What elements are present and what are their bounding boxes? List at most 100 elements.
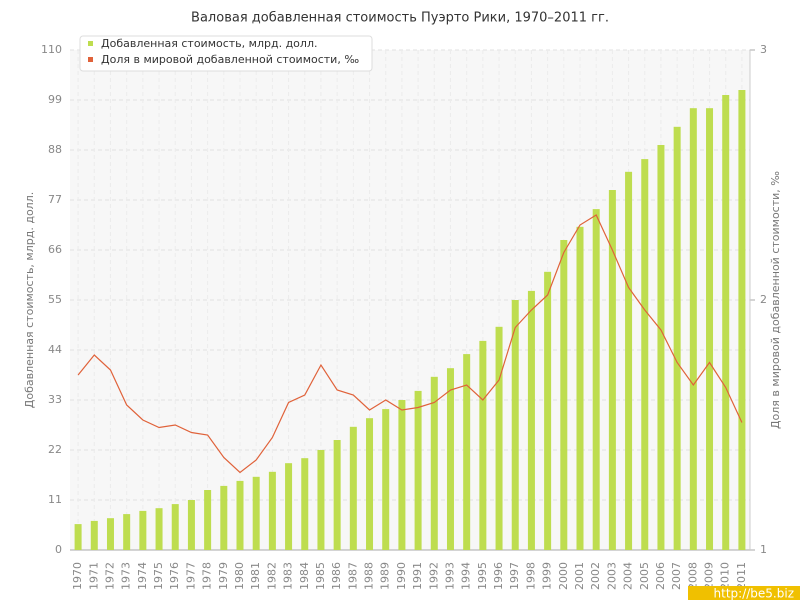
x-tick-label: 1993 <box>443 562 456 590</box>
watermark: http://be5.biz <box>714 587 794 600</box>
bar <box>366 418 374 550</box>
bar <box>285 463 293 550</box>
x-tick-label: 2009 <box>703 562 716 590</box>
x-tick-label: 1976 <box>168 562 181 590</box>
bar <box>641 159 649 550</box>
bar <box>220 485 228 550</box>
bar <box>106 518 114 550</box>
bar <box>349 426 357 550</box>
x-tick-label: 2000 <box>557 562 570 590</box>
y-tick-label: 44 <box>48 343 62 356</box>
bar <box>657 145 665 550</box>
chart-title: Валовая добавленная стоимость Пуэрто Рик… <box>191 11 609 26</box>
bar <box>592 209 600 550</box>
x-tick-label: 1978 <box>201 562 214 590</box>
x-tick-label: 1974 <box>136 562 149 590</box>
bar <box>398 400 406 550</box>
bar <box>74 524 82 550</box>
bar <box>268 471 276 550</box>
x-tick-label: 1995 <box>476 562 489 590</box>
x-tick-label: 1984 <box>298 562 311 590</box>
x-tick-label: 1992 <box>427 562 440 590</box>
x-tick-label: 1971 <box>87 562 100 590</box>
legend-label: Доля в мировой добавленной стоимости, ‰ <box>101 53 359 66</box>
x-tick-label: 2006 <box>654 562 667 590</box>
x-tick-label: 1973 <box>120 562 133 590</box>
x-tick-label: 1996 <box>492 562 505 590</box>
x-tick-label: 1991 <box>411 562 424 590</box>
x-tick-label: 2008 <box>686 562 699 590</box>
marks <box>74 90 746 551</box>
legend-swatch <box>88 41 93 46</box>
legend-label: Добавленная стоимость, млрд. долл. <box>101 37 317 50</box>
bar <box>414 390 422 550</box>
y-tick-label: 22 <box>48 443 62 456</box>
bar <box>301 458 309 550</box>
bar <box>706 108 714 550</box>
bar <box>123 514 131 550</box>
bar <box>333 440 341 550</box>
y2-tick-label: 3 <box>760 43 767 56</box>
bar <box>252 476 260 550</box>
x-tick-label: 2003 <box>605 562 618 590</box>
y-tick-label: 110 <box>41 43 62 56</box>
x-tick-label: 1983 <box>282 562 295 590</box>
y-tick-label: 88 <box>48 143 62 156</box>
bar <box>317 450 325 550</box>
y-tick-label: 11 <box>48 493 62 506</box>
x-tick-label: 1985 <box>314 562 327 590</box>
bar <box>446 368 454 550</box>
bar <box>139 510 147 550</box>
bar <box>430 376 438 550</box>
bar <box>511 300 519 550</box>
bar <box>722 95 730 550</box>
x-tick-label: 1989 <box>379 562 392 590</box>
x-tick-label: 2001 <box>573 562 586 590</box>
bar <box>90 520 98 550</box>
x-tick-label: 1999 <box>541 562 554 590</box>
line <box>77 214 743 474</box>
bar <box>527 290 535 550</box>
x-tick-label: 1970 <box>71 562 84 590</box>
y-tick-label: 66 <box>48 243 62 256</box>
y-tick-label: 33 <box>48 393 62 406</box>
y-tick-label: 99 <box>48 93 62 106</box>
y2-tick-label: 1 <box>760 543 767 556</box>
x-tick-label: 2010 <box>719 562 732 590</box>
legend: Добавленная стоимость, млрд. долл. Доля … <box>79 35 373 72</box>
bar <box>608 190 616 550</box>
x-tick-label: 1997 <box>508 562 521 590</box>
x-tick-label: 1987 <box>346 562 359 590</box>
bar <box>171 504 179 550</box>
x-tick-label: 1981 <box>249 562 262 590</box>
bar <box>625 171 633 550</box>
bar <box>204 490 212 550</box>
watermark-bg <box>688 586 800 600</box>
x-tick-label: 1994 <box>460 562 473 590</box>
y-axis-title: Добавленная стоимость, млрд. долл. <box>23 192 36 408</box>
x-tick-label: 1975 <box>152 562 165 590</box>
legend-swatch <box>88 57 93 62</box>
bar <box>544 271 552 550</box>
x-tick-label: 2007 <box>670 562 683 590</box>
y-tick-label: 77 <box>48 193 62 206</box>
bar <box>382 409 390 550</box>
x-tick-label: 2004 <box>622 562 635 590</box>
x-tick-label: 1986 <box>330 562 343 590</box>
x-tick-label: 1982 <box>265 562 278 590</box>
bar <box>236 480 244 550</box>
x-tick-label: 1980 <box>233 562 246 590</box>
bar <box>463 354 471 550</box>
bar <box>155 508 163 550</box>
x-tick-label: 2005 <box>638 562 651 590</box>
x-tick-label: 1990 <box>395 562 408 590</box>
bar <box>495 326 503 550</box>
bar <box>689 108 697 550</box>
x-tick-label: 1977 <box>184 562 197 590</box>
x-tick-label: 1979 <box>217 562 230 590</box>
x-tick-label: 1972 <box>103 562 116 590</box>
x-tick-label: 1998 <box>524 562 537 590</box>
y2-axis-title: Доля в мировой добавленной стоимости, ‰ <box>769 171 782 429</box>
bar <box>560 240 568 550</box>
bar <box>576 226 584 550</box>
